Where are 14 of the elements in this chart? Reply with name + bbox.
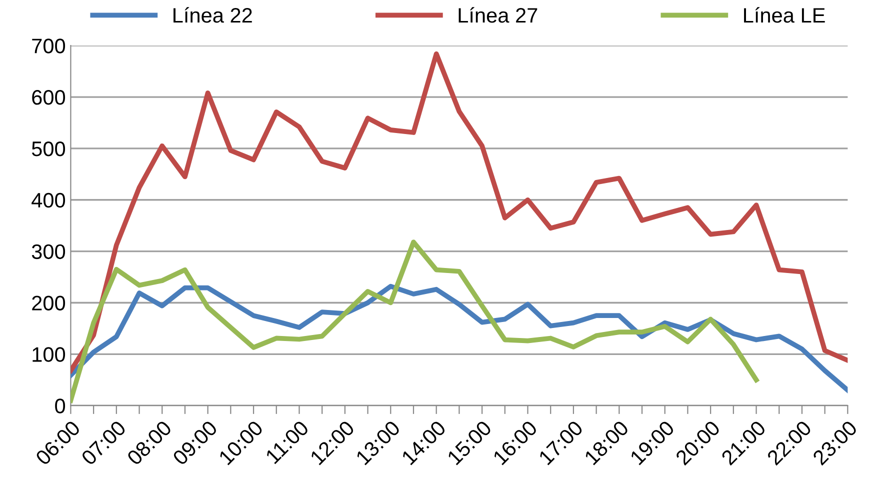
y-tick-label: 400: [32, 192, 66, 208]
y-tick-label: 300: [32, 244, 66, 260]
line-series: [70, 284, 848, 393]
y-tick-label: 600: [32, 90, 66, 105]
y-tick-label: 0: [55, 398, 66, 414]
legend-label: Línea LE: [744, 7, 825, 23]
y-tick-label: 500: [32, 141, 66, 156]
y-tick-label: 200: [32, 296, 66, 310]
line-series: [70, 51, 848, 374]
legend-label: Línea 27: [458, 7, 538, 23]
y-tick-label: 700: [32, 38, 66, 54]
y-tick-label: 100: [32, 347, 66, 362]
line-series: [70, 240, 759, 403]
legend-label: Línea 22: [174, 7, 252, 23]
